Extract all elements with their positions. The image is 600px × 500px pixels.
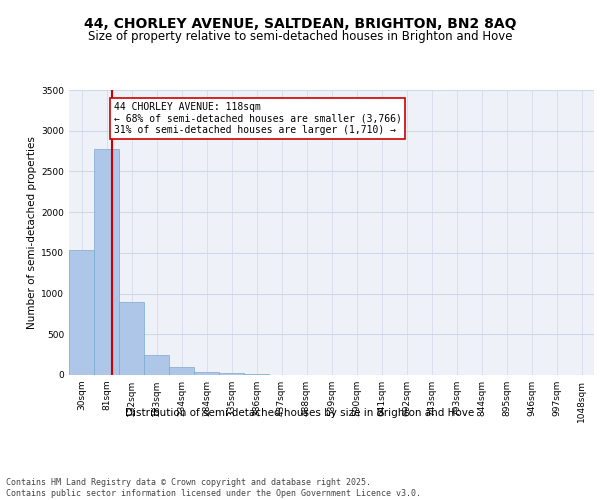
- Bar: [119, 302, 144, 375]
- Text: Size of property relative to semi-detached houses in Brighton and Hove: Size of property relative to semi-detach…: [88, 30, 512, 43]
- Text: Distribution of semi-detached houses by size in Brighton and Hove: Distribution of semi-detached houses by …: [125, 408, 475, 418]
- Bar: [144, 356, 169, 375]
- Bar: [244, 374, 269, 375]
- Y-axis label: Number of semi-detached properties: Number of semi-detached properties: [27, 136, 37, 329]
- Bar: [169, 368, 194, 375]
- Bar: [94, 148, 119, 375]
- Text: 44, CHORLEY AVENUE, SALTDEAN, BRIGHTON, BN2 8AQ: 44, CHORLEY AVENUE, SALTDEAN, BRIGHTON, …: [84, 18, 516, 32]
- Text: Contains HM Land Registry data © Crown copyright and database right 2025.
Contai: Contains HM Land Registry data © Crown c…: [6, 478, 421, 498]
- Bar: [194, 372, 219, 375]
- Text: 44 CHORLEY AVENUE: 118sqm
← 68% of semi-detached houses are smaller (3,766)
31% : 44 CHORLEY AVENUE: 118sqm ← 68% of semi-…: [113, 102, 401, 136]
- Bar: [219, 374, 244, 375]
- Bar: [69, 250, 94, 375]
